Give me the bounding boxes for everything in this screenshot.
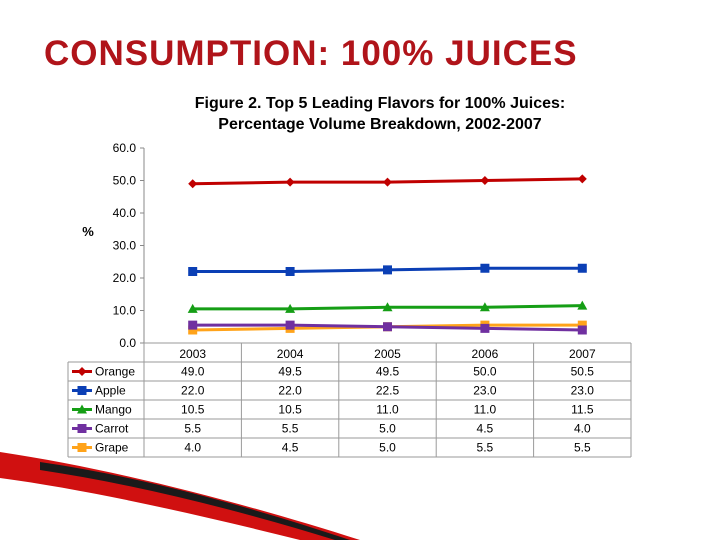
- table-cell-mango: 10.5: [181, 403, 205, 417]
- data-point-apple: [188, 267, 198, 276]
- table-cell-grape: 5.0: [379, 441, 396, 455]
- legend-label-orange: Orange: [95, 365, 135, 379]
- legend-label-carrot: Carrot: [95, 422, 129, 436]
- y-tick-label: 60.0: [113, 141, 137, 155]
- table-cell-carrot: 5.5: [184, 422, 201, 436]
- swoosh-dark-band: [40, 462, 350, 540]
- table-cell-carrot: 4.5: [477, 422, 494, 436]
- table-cell-carrot: 4.0: [574, 422, 591, 436]
- data-point-carrot: [480, 323, 490, 333]
- y-axis-label: %: [82, 224, 94, 239]
- y-tick-label: 0.0: [119, 336, 136, 350]
- legend-label-apple: Apple: [95, 384, 126, 398]
- data-point-orange: [285, 177, 295, 187]
- table-cell-orange: 49.5: [278, 365, 302, 379]
- table-cell-mango: 11.0: [376, 403, 399, 417]
- y-tick-label: 40.0: [113, 206, 137, 220]
- data-point-mango: [479, 302, 490, 312]
- data-point-apple: [383, 265, 392, 275]
- legend-key-marker-apple: [77, 386, 87, 395]
- legend-label-mango: Mango: [95, 403, 132, 417]
- table-cell-apple: 23.0: [473, 384, 497, 398]
- legend-label-grape: Grape: [95, 441, 129, 455]
- y-tick-label: 30.0: [113, 239, 137, 253]
- data-point-carrot: [577, 325, 587, 335]
- y-tick-label: 10.0: [113, 304, 137, 318]
- x-category-label: 2006: [472, 347, 499, 361]
- x-category-label: 2005: [374, 347, 401, 361]
- plot-area: 0.0 10.0 20.0 30.0 40.0 50.0 60.0%: [82, 141, 588, 350]
- y-tick-label: 20.0: [113, 271, 137, 285]
- data-point-mango: [285, 303, 296, 313]
- data-table: 2003 2004 2005 2006 2007 Orange 49.0 49.5 49.5 50…: [67, 342, 632, 458]
- table-cell-carrot: 5.5: [282, 422, 299, 436]
- legend-key-marker-mango: [77, 404, 87, 414]
- table-cell-grape: 4.0: [184, 441, 201, 455]
- table-cell-mango: 10.5: [278, 403, 302, 417]
- data-point-orange: [188, 179, 198, 189]
- data-point-mango: [187, 303, 198, 313]
- table-cell-grape: 5.5: [574, 441, 591, 455]
- data-point-apple: [285, 267, 295, 276]
- table-cell-mango: 11.0: [474, 403, 497, 417]
- table-cell-grape: 4.5: [282, 441, 299, 455]
- chart-title: Figure 2. Top 5 Leading Flavors for 100%…: [140, 93, 620, 135]
- table-cell-apple: 23.0: [571, 384, 595, 398]
- table-cell-orange: 49.5: [376, 365, 400, 379]
- data-point-orange: [383, 177, 392, 187]
- y-tick-label: 50.0: [113, 174, 137, 188]
- chart-title-line-2: Percentage Volume Breakdown, 2002-2007: [218, 116, 542, 133]
- data-point-apple: [480, 263, 490, 273]
- table-cell-mango: 11.5: [571, 403, 594, 417]
- data-point-grape: [577, 320, 587, 330]
- legend-key-marker-carrot: [77, 424, 87, 433]
- data-point-carrot: [188, 320, 198, 330]
- data-point-apple: [577, 263, 587, 273]
- x-category-label: 2003: [179, 347, 206, 361]
- slide-title: CONSUMPTION: 100% JUICES: [44, 34, 578, 73]
- table-cell-grape: 5.5: [477, 441, 494, 455]
- legend-key-marker-grape: [77, 443, 87, 452]
- data-point-carrot: [383, 322, 392, 332]
- data-point-mango: [577, 300, 588, 310]
- data-point-orange: [480, 176, 490, 185]
- table-cell-apple: 22.0: [278, 384, 302, 398]
- chart-title-line-1: Figure 2. Top 5 Leading Flavors for 100%…: [194, 95, 566, 112]
- table-cell-carrot: 5.0: [379, 422, 396, 436]
- legend-key-marker-orange: [77, 367, 87, 376]
- table-cell-apple: 22.5: [376, 384, 400, 398]
- data-point-carrot: [285, 320, 295, 330]
- table-cell-apple: 22.0: [181, 384, 205, 398]
- table-cell-orange: 50.5: [571, 365, 595, 379]
- table-cell-orange: 49.0: [181, 365, 205, 379]
- decorative-swoosh: [0, 452, 360, 540]
- table-cell-orange: 50.0: [473, 365, 497, 379]
- data-point-grape: [188, 325, 198, 335]
- data-point-mango: [382, 302, 393, 312]
- x-category-label: 2007: [569, 347, 596, 361]
- x-category-label: 2004: [277, 347, 304, 361]
- data-point-orange: [577, 174, 587, 184]
